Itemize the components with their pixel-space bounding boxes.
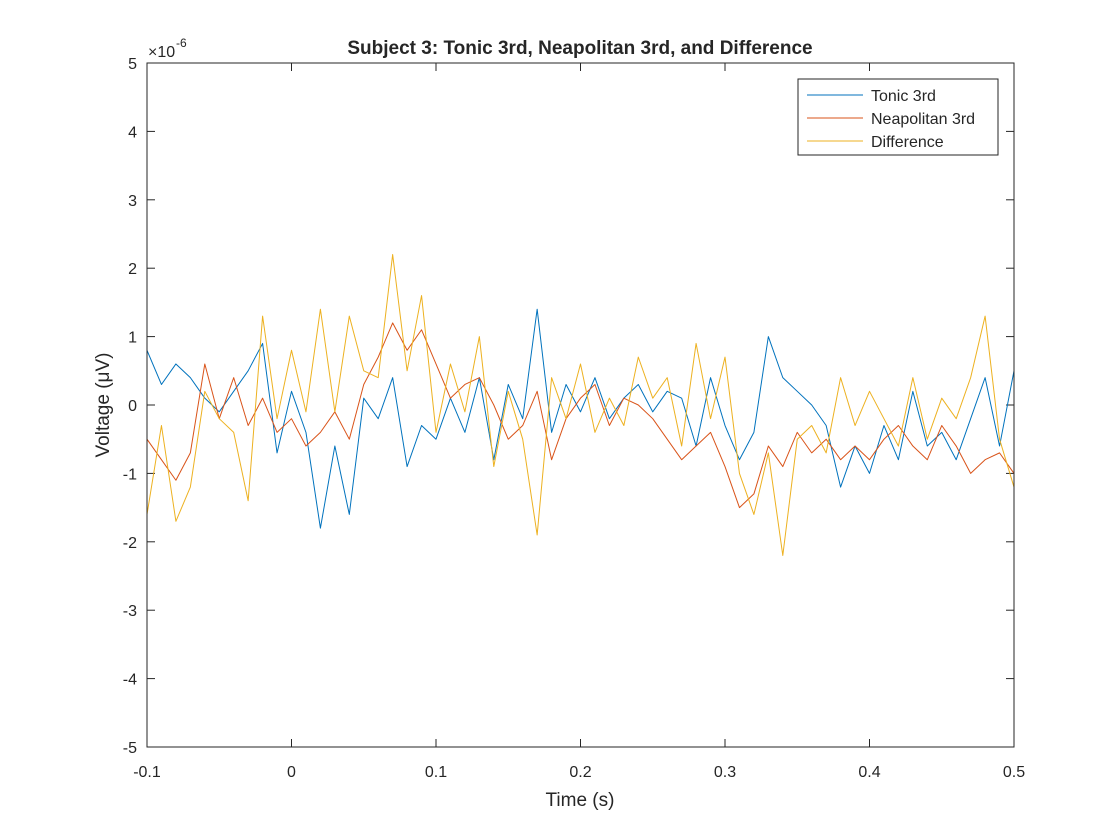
y-exponent-power: -6 — [176, 36, 187, 50]
x-tick-label: -0.1 — [133, 764, 161, 781]
y-tick-label: 5 — [128, 56, 137, 73]
x-tick-label: 0.2 — [569, 764, 591, 781]
legend-label-tonic: Tonic 3rd — [871, 88, 936, 105]
legend-label-neapolitan: Neapolitan 3rd — [871, 111, 975, 128]
y-tick-label: 1 — [128, 330, 137, 347]
y-tick-label: -1 — [123, 466, 137, 483]
series-line-tonic-3rd — [147, 308, 1014, 529]
y-tick-label: 4 — [128, 124, 137, 141]
y-tick-label: 0 — [128, 398, 137, 415]
y-axis-label: Voltage (μV) — [93, 353, 114, 458]
x-tick-label: 0.5 — [1003, 764, 1025, 781]
x-axis-label: Time (s) — [546, 790, 615, 811]
x-tick-label: 0.1 — [425, 764, 447, 781]
plot-area — [147, 63, 1014, 747]
y-tick-label: -4 — [123, 672, 137, 689]
y-tick-label: 3 — [128, 193, 137, 210]
legend-box — [797, 78, 999, 156]
legend: Tonic 3rd Neapolitan 3rd Difference — [797, 78, 999, 156]
y-tick-label: -5 — [123, 740, 137, 757]
x-tick-label: 0 — [287, 764, 296, 781]
y-tick-label: -2 — [123, 535, 137, 552]
y-exponent: ×10 -6 — [148, 36, 187, 61]
axes-box — [146, 62, 1015, 748]
y-axis-ticks: -5 -4 -3 -2 -1 0 1 2 3 4 5 — [123, 56, 1014, 757]
x-tick-label: 0.4 — [858, 764, 880, 781]
y-tick-label: 2 — [128, 261, 137, 278]
y-exponent-base: ×10 — [148, 44, 175, 61]
legend-label-difference: Difference — [871, 134, 944, 151]
x-tick-label: 0.3 — [714, 764, 736, 781]
y-tick-label: -3 — [123, 603, 137, 620]
series-line-difference — [147, 254, 1014, 556]
series-line-neapolitan-3rd — [147, 322, 1014, 509]
chart-title: Subject 3: Tonic 3rd, Neapolitan 3rd, an… — [347, 38, 812, 59]
series-layer — [147, 254, 1014, 556]
